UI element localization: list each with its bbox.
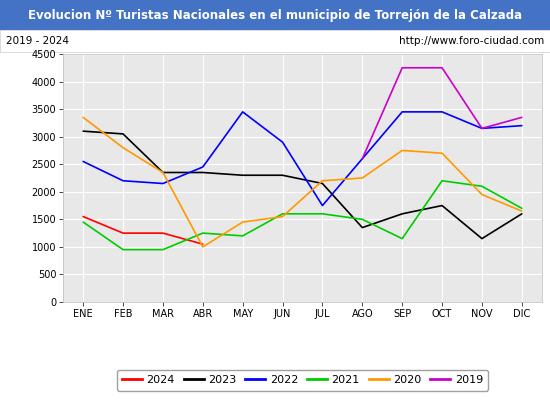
Text: http://www.foro-ciudad.com: http://www.foro-ciudad.com [399,36,544,46]
Text: 2019 - 2024: 2019 - 2024 [6,36,69,46]
Text: Evolucion Nº Turistas Nacionales en el municipio de Torrejón de la Calzada: Evolucion Nº Turistas Nacionales en el m… [28,8,522,22]
Legend: 2024, 2023, 2022, 2021, 2020, 2019: 2024, 2023, 2022, 2021, 2020, 2019 [117,370,488,391]
